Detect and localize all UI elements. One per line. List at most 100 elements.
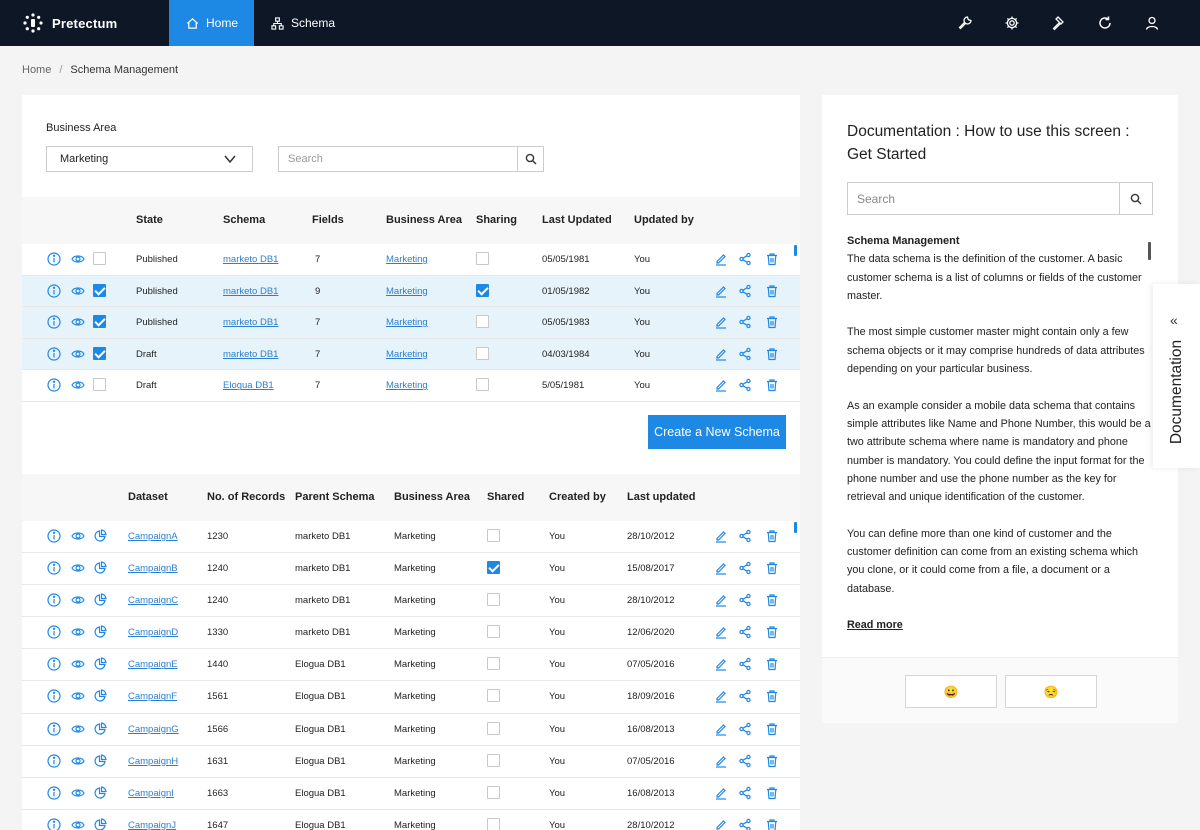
edit-icon[interactable] [714,284,728,298]
share-icon[interactable] [738,786,752,800]
pie-chart-icon[interactable] [93,593,107,607]
info-icon[interactable] [47,315,61,329]
edit-icon[interactable] [714,689,728,704]
dataset-link[interactable]: CampaignF [128,691,178,703]
dataset-link[interactable]: CampaignJ [128,819,177,830]
sharing-checkbox[interactable] [476,315,489,329]
dataset-link[interactable]: CampaignH [128,755,179,767]
share-icon[interactable] [738,625,752,639]
edit-icon[interactable] [714,754,728,768]
column-header-schema[interactable]: Schema [223,214,266,226]
feedback-happy-button[interactable]: 😀 [905,675,997,708]
schema-link[interactable]: marketo DB1 [223,317,279,329]
share-icon[interactable] [738,722,752,736]
sharing-checkbox[interactable] [476,252,489,265]
share-icon[interactable] [738,284,752,298]
trash-icon[interactable] [765,284,779,298]
edit-icon[interactable] [714,722,728,736]
documentation-search-input[interactable] [848,183,1119,214]
eye-icon[interactable] [71,754,85,768]
pie-chart-icon[interactable] [93,786,107,800]
column-header-last-updated[interactable]: Last updated [627,491,696,503]
row-select-checkbox[interactable] [93,378,106,392]
row-select-checkbox[interactable] [93,315,106,329]
edit-icon[interactable] [714,529,728,543]
dataset-link[interactable]: CampaignD [128,627,179,639]
edit-icon[interactable] [714,347,728,361]
shared-checkbox[interactable] [487,529,500,542]
eye-icon[interactable] [71,722,85,736]
edit-icon[interactable] [714,625,728,639]
row-select-checkbox[interactable] [93,346,106,360]
schema-link[interactable]: Elogua DB1 [223,380,274,392]
breadcrumb-home-link[interactable]: Home [22,64,52,76]
shared-checkbox[interactable] [487,593,500,607]
dataset-link[interactable]: CampaignI [128,787,174,799]
pie-chart-icon[interactable] [93,657,107,671]
column-header-last-updated[interactable]: Last Updated [542,214,612,226]
business-area-link[interactable]: Marketing [386,317,428,329]
info-icon[interactable] [47,252,61,266]
info-icon[interactable] [47,561,61,575]
trash-icon[interactable] [765,561,779,575]
column-header-business-area[interactable]: Business Area [386,214,463,226]
create-new-schema-button[interactable]: Create a New Schema [648,415,786,449]
column-header-dataset[interactable]: Dataset [128,491,168,503]
trash-icon[interactable] [765,722,779,736]
share-icon[interactable] [738,378,752,392]
pie-chart-icon[interactable] [93,689,107,703]
eye-icon[interactable] [71,284,85,298]
info-icon[interactable] [47,786,61,800]
column-header-state[interactable]: State [136,214,163,226]
wrench-icon[interactable] [957,15,973,31]
info-icon[interactable] [47,689,61,704]
pie-chart-icon[interactable] [93,721,107,736]
trash-icon[interactable] [765,625,779,639]
eye-icon[interactable] [71,347,85,361]
share-icon[interactable] [738,754,752,768]
trash-icon[interactable] [765,657,779,671]
documentation-search-button[interactable] [1119,183,1152,214]
shared-checkbox[interactable] [487,657,500,671]
pie-chart-icon[interactable] [93,818,107,830]
info-icon[interactable] [47,657,61,671]
column-header-updated-by[interactable]: Updated by [634,214,694,226]
trash-icon[interactable] [765,689,779,703]
documentation-side-tab[interactable]: « Documentation [1153,284,1200,468]
search-button[interactable] [517,147,543,171]
shared-checkbox[interactable] [487,689,500,703]
info-icon[interactable] [47,529,61,543]
info-icon[interactable] [47,347,61,361]
trash-icon[interactable] [765,347,779,361]
eye-icon[interactable] [71,625,85,639]
feedback-unhappy-button[interactable]: 😒 [1005,675,1097,708]
hammer-icon[interactable] [1051,15,1067,31]
share-icon[interactable] [738,689,752,703]
trash-icon[interactable] [765,593,779,607]
column-header-parent-schema[interactable]: Parent Schema [295,491,375,503]
column-header-business-area[interactable]: Business Area [394,491,471,503]
dataset-link[interactable]: CampaignB [128,563,178,575]
trash-icon[interactable] [765,252,779,266]
schema-link[interactable]: marketo DB1 [223,348,279,360]
shared-checkbox[interactable] [487,753,500,767]
info-icon[interactable] [47,593,61,607]
pie-chart-icon[interactable] [93,561,107,575]
business-area-link[interactable]: Marketing [386,348,428,360]
trash-icon[interactable] [765,378,779,392]
edit-icon[interactable] [714,378,728,392]
eye-icon[interactable] [71,786,85,800]
gear-icon[interactable] [1004,15,1020,31]
eye-icon[interactable] [71,561,85,575]
schema-link[interactable]: marketo DB1 [223,254,279,265]
dataset-link[interactable]: CampaignG [128,723,179,735]
business-area-link[interactable]: Marketing [386,254,428,265]
edit-icon[interactable] [714,252,728,266]
edit-icon[interactable] [714,818,728,830]
collapse-chevron-icon[interactable]: « [1170,312,1178,328]
info-icon[interactable] [47,754,61,768]
share-icon[interactable] [738,657,752,671]
eye-icon[interactable] [71,818,85,830]
dataset-link[interactable]: CampaignE [128,659,178,671]
column-header-records[interactable]: No. of Records [207,491,286,503]
